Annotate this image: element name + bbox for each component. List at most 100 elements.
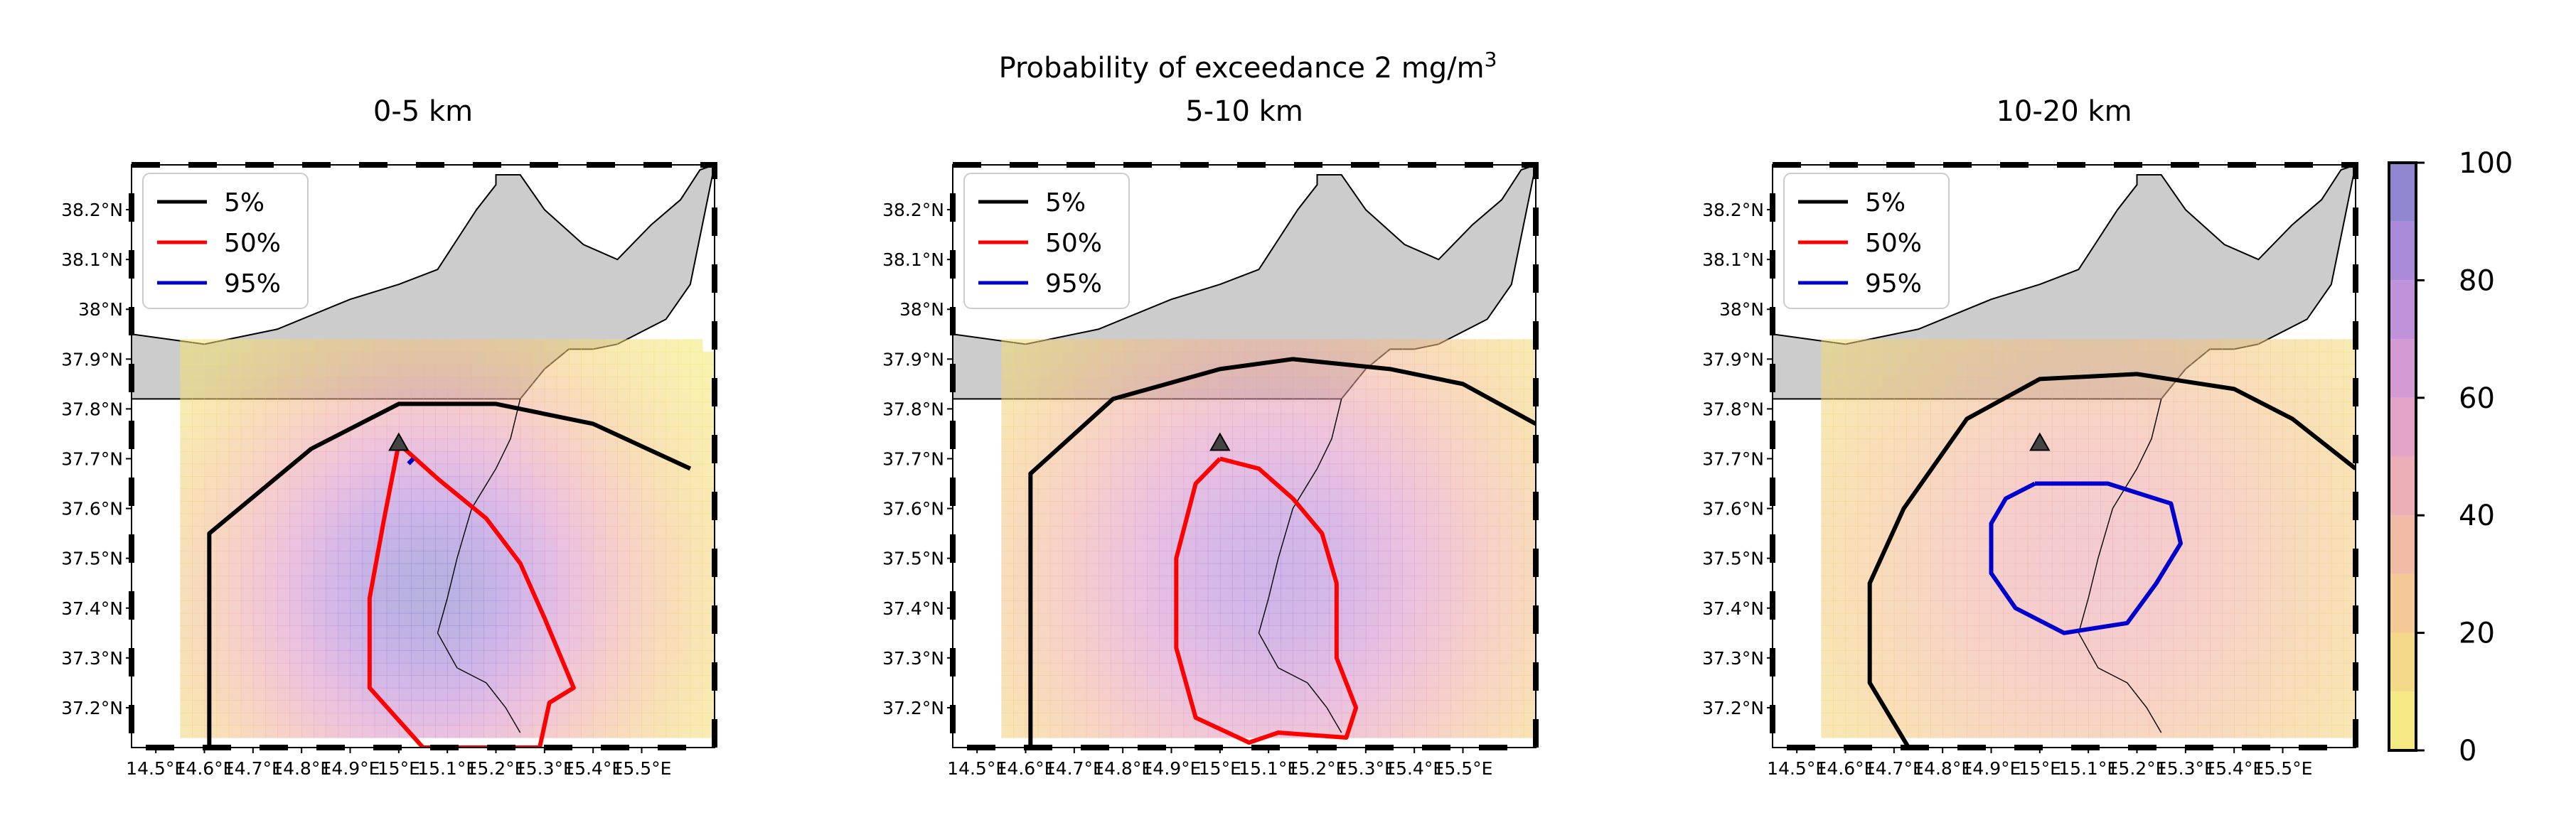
grid-cell bbox=[1821, 376, 1834, 389]
grid-cell bbox=[314, 376, 326, 389]
grid-cell bbox=[277, 551, 290, 564]
grid-cell bbox=[2197, 451, 2211, 465]
grid-cell bbox=[204, 438, 218, 452]
grid-cell bbox=[496, 426, 509, 440]
grid-cell bbox=[2161, 426, 2174, 440]
grid-cell bbox=[264, 687, 278, 701]
grid-cell bbox=[471, 463, 485, 477]
grid-cell bbox=[2197, 725, 2211, 738]
grid-cell bbox=[192, 513, 205, 527]
grid-cell bbox=[374, 488, 388, 502]
grid-cell bbox=[1123, 613, 1135, 626]
grid-cell bbox=[2234, 576, 2247, 589]
grid-cell bbox=[1074, 725, 1087, 738]
grid-cell bbox=[1991, 438, 2004, 452]
grid-cell bbox=[2003, 364, 2016, 377]
grid-cell bbox=[1918, 513, 1931, 527]
grid-cell bbox=[1365, 712, 1379, 726]
grid-cell bbox=[629, 662, 643, 676]
grid-cell bbox=[471, 725, 485, 738]
grid-cell bbox=[204, 463, 218, 477]
grid-cell bbox=[1523, 650, 1536, 664]
contour-95-percent bbox=[407, 457, 415, 465]
grid-cell bbox=[192, 538, 205, 551]
grid-cell bbox=[2319, 551, 2332, 564]
grid-cell bbox=[228, 551, 242, 564]
grid-cell bbox=[2149, 476, 2162, 490]
grid-cell bbox=[556, 538, 570, 551]
grid-cell bbox=[1390, 438, 1403, 452]
x-tick-label: 15.3°E bbox=[515, 758, 574, 779]
grid-cell bbox=[1833, 675, 1847, 689]
source-marker bbox=[1209, 432, 1231, 451]
grid-cell bbox=[593, 725, 606, 738]
grid-cell bbox=[2039, 725, 2053, 738]
grid-cell bbox=[569, 625, 582, 639]
grid-cell bbox=[1074, 563, 1087, 576]
grid-cell bbox=[2088, 563, 2101, 576]
grid-cell bbox=[1893, 551, 1907, 564]
x-tick-label: 14.8°E bbox=[1093, 758, 1153, 779]
grid-cell bbox=[2222, 451, 2235, 465]
grid-cell bbox=[1305, 538, 1318, 551]
grid-cell bbox=[508, 513, 521, 527]
grid-cell bbox=[1159, 339, 1172, 352]
grid-cell bbox=[1881, 476, 1895, 490]
grid-cell bbox=[2343, 563, 2356, 576]
grid-cell bbox=[2331, 538, 2344, 551]
grid-cell bbox=[483, 700, 497, 713]
grid-cell bbox=[180, 712, 193, 726]
grid-cell bbox=[2319, 600, 2332, 614]
grid-cell bbox=[1171, 476, 1185, 490]
legend-box bbox=[142, 173, 309, 309]
grid-cell bbox=[1049, 414, 1063, 427]
grid-cell bbox=[289, 389, 302, 402]
grid-cell bbox=[1219, 551, 1233, 564]
grid-cell bbox=[1881, 513, 1895, 527]
grid-cell bbox=[1414, 700, 1427, 713]
grid-cell bbox=[1845, 389, 1859, 402]
grid-cell bbox=[1511, 501, 1524, 514]
grid-cell bbox=[447, 675, 460, 689]
grid-cell bbox=[2210, 476, 2223, 490]
grid-cell bbox=[653, 426, 667, 440]
x-tick-label: 15.2°E bbox=[2107, 758, 2167, 779]
grid-cell bbox=[2100, 576, 2113, 589]
grid-cell bbox=[2064, 650, 2077, 664]
grid-cell bbox=[2112, 725, 2126, 738]
grid-cell bbox=[1930, 476, 1943, 490]
grid-cell bbox=[435, 700, 448, 713]
grid-cell bbox=[556, 563, 570, 576]
grid-cell bbox=[1086, 501, 1099, 514]
grid-cell bbox=[1341, 414, 1354, 427]
grid-cell bbox=[410, 600, 424, 614]
grid-cell bbox=[2294, 662, 2308, 676]
y-tick-label: 37.9°N bbox=[882, 349, 944, 370]
grid-cell bbox=[483, 712, 497, 726]
grid-cell bbox=[1979, 501, 1992, 514]
grid-cell bbox=[192, 351, 205, 365]
grid-cell bbox=[1833, 625, 1847, 639]
grid-cell bbox=[1426, 488, 1439, 502]
grid-cell bbox=[1438, 563, 1452, 576]
grid-cell bbox=[1906, 526, 1919, 539]
grid-cell bbox=[1893, 476, 1907, 490]
grid-cell bbox=[1049, 725, 1063, 738]
grid-cell bbox=[1305, 488, 1318, 502]
grid-cell bbox=[1893, 637, 1907, 651]
grid-cell bbox=[1329, 451, 1342, 465]
grid-cell bbox=[1390, 351, 1403, 365]
grid-cell bbox=[1341, 613, 1354, 626]
grid-cell bbox=[2039, 600, 2053, 614]
grid-cell bbox=[301, 339, 314, 352]
grid-cell bbox=[1390, 513, 1403, 527]
grid-cell bbox=[2258, 588, 2272, 601]
grid-cell bbox=[581, 438, 594, 452]
grid-cell bbox=[1857, 600, 1871, 614]
grid-cell bbox=[2307, 712, 2320, 726]
grid-cell bbox=[1183, 351, 1197, 365]
grid-cell bbox=[2258, 488, 2272, 502]
grid-cell bbox=[362, 401, 375, 415]
grid-cell bbox=[2003, 712, 2016, 726]
grid-cell bbox=[483, 476, 497, 490]
